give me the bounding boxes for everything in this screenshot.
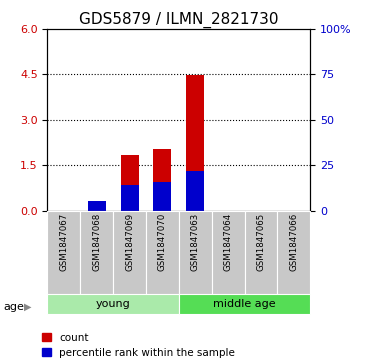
Bar	[146, 211, 179, 296]
Bar	[120, 185, 139, 211]
Text: young: young	[96, 299, 131, 309]
Text: GSM1847067: GSM1847067	[59, 213, 68, 272]
Text: ▶: ▶	[24, 302, 31, 312]
Bar	[120, 155, 139, 211]
Bar	[245, 211, 277, 296]
Bar	[47, 294, 179, 314]
Bar	[47, 211, 80, 296]
Bar	[179, 294, 310, 314]
Text: GSM1847069: GSM1847069	[125, 213, 134, 271]
Bar	[153, 150, 172, 211]
Bar	[88, 201, 106, 211]
Text: GSM1847068: GSM1847068	[92, 213, 101, 272]
Bar	[186, 75, 204, 211]
Text: GSM1847063: GSM1847063	[191, 213, 200, 272]
Bar	[113, 211, 146, 296]
Title: GDS5879 / ILMN_2821730: GDS5879 / ILMN_2821730	[79, 12, 278, 28]
Bar	[277, 211, 310, 296]
Bar	[212, 211, 245, 296]
Text: middle age: middle age	[213, 299, 276, 309]
Text: GSM1847070: GSM1847070	[158, 213, 167, 272]
Text: GSM1847066: GSM1847066	[289, 213, 298, 272]
Legend: count, percentile rank within the sample: count, percentile rank within the sample	[42, 333, 235, 358]
Bar	[88, 201, 106, 211]
Bar	[179, 211, 212, 296]
Text: age: age	[4, 302, 24, 312]
Bar	[80, 211, 113, 296]
Bar	[186, 171, 204, 211]
Text: GSM1847065: GSM1847065	[257, 213, 265, 272]
Bar	[153, 182, 172, 211]
Text: GSM1847064: GSM1847064	[224, 213, 233, 272]
